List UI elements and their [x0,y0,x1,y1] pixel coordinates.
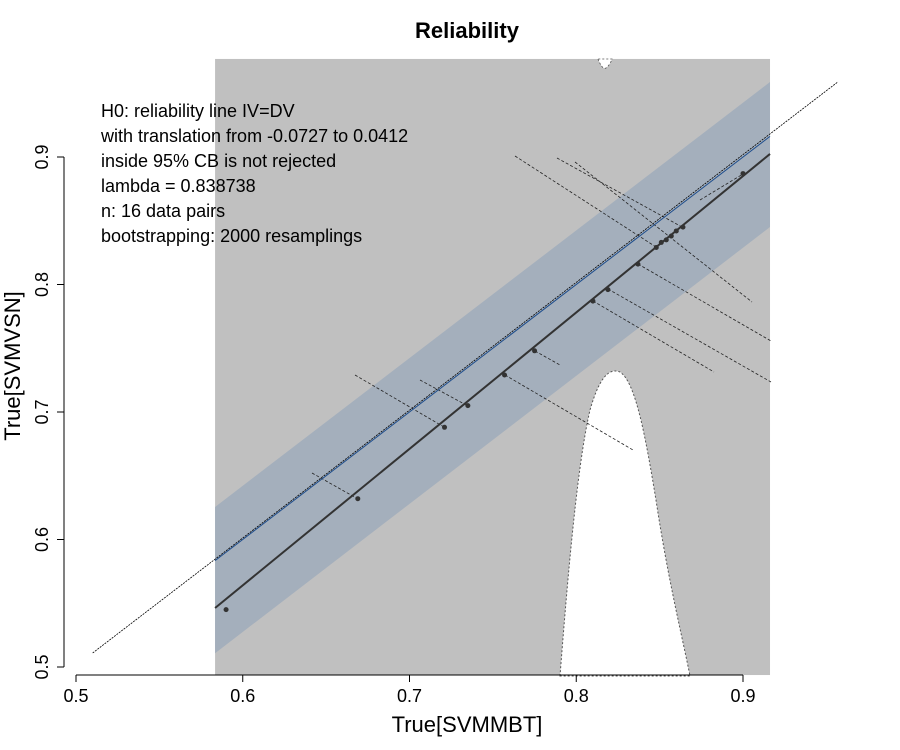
annotation: n: 16 data pairs [101,201,225,221]
y-tick-label: 0.8 [32,272,52,297]
reference-line [92,81,839,654]
background-layer [215,58,771,676]
y-tick-label: 0.9 [32,144,52,169]
projection-lines [311,155,772,500]
density-gap-top [597,58,613,69]
data-point [663,237,669,243]
data-point [605,287,611,293]
data-point [668,233,674,239]
data-point [673,228,679,234]
confidence-band [215,82,771,654]
x-tick-label: 0.9 [730,686,755,706]
identity-line [214,135,771,562]
data-point [680,224,686,230]
data-point [465,403,471,409]
x-tick-label: 0.8 [564,686,589,706]
data-point [502,372,508,378]
x-tick-label: 0.7 [397,686,422,706]
annotation: with translation from -0.0727 to 0.0412 [100,126,408,146]
x-tick-label: 0.5 [63,686,88,706]
data-point [740,171,746,177]
data-point [653,245,659,251]
annotation: lambda = 0.838738 [101,176,256,196]
y-tick-label: 0.5 [32,654,52,679]
annotation: bootstrapping: 2000 resamplings [101,226,362,246]
data-point [635,261,641,267]
data-point [223,607,229,613]
data-point [532,348,538,354]
y-tick-label: 0.7 [32,399,52,424]
x-tick-label: 0.6 [230,686,255,706]
data-point [658,239,664,245]
y-tick-label: 0.6 [32,527,52,552]
chart-title: Reliability [415,18,520,43]
data-point [590,298,596,304]
annotation: H0: reliability line IV=DV [101,101,295,121]
foreground-layer: 0.5 0.6 0.7 0.8 0.9 0.5 0.6 0.7 0.8 0.9 H0: reliab… [32,81,839,706]
x-axis-label: True[SVMMBT] [392,712,543,737]
y-axis-label: True[SVMVSN] [0,291,25,441]
annotation: inside 95% CB is not rejected [101,151,336,171]
density-gap [559,370,691,677]
data-point [442,424,448,430]
data-point [355,496,361,502]
